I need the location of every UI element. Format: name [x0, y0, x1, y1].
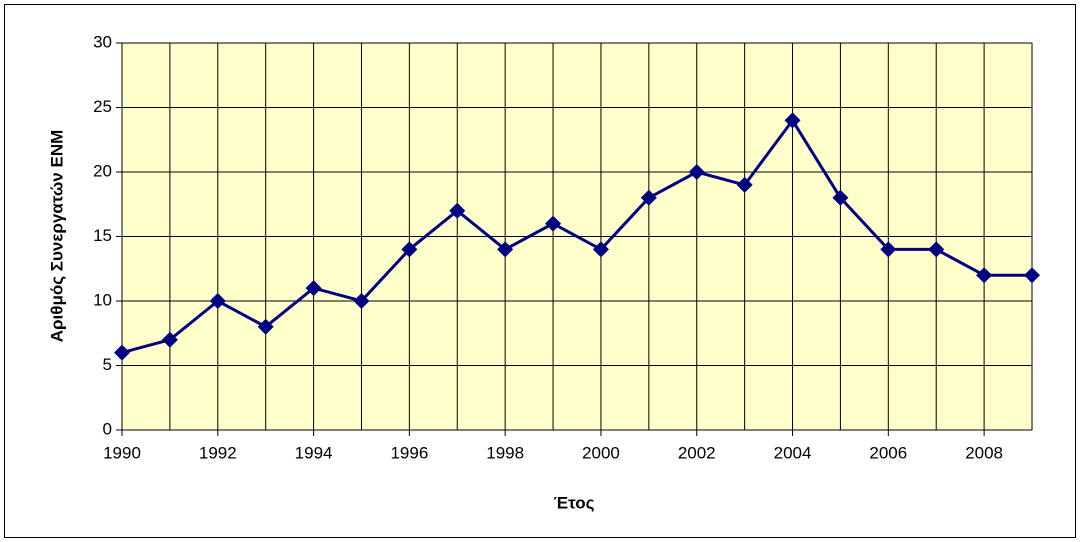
- data-point: [401, 241, 418, 258]
- data-point: [1024, 267, 1040, 284]
- y-tick-label: 10: [93, 290, 112, 309]
- data-point: [209, 293, 226, 309]
- data-point: [592, 241, 609, 258]
- x-tick-label: 2004: [774, 443, 812, 462]
- data-point: [449, 202, 466, 219]
- x-tick-label: 1996: [390, 443, 428, 462]
- y-tick-label: 0: [103, 419, 112, 438]
- y-tick-label: 15: [93, 226, 112, 245]
- x-tick-label: 1990: [103, 443, 141, 462]
- x-tick-label: 1994: [295, 443, 333, 462]
- data-point: [497, 241, 514, 258]
- data-point: [880, 241, 897, 258]
- data-point: [114, 344, 130, 361]
- y-tick-label: 20: [93, 161, 112, 180]
- x-tick-label: 2008: [965, 443, 1003, 462]
- data-point: [545, 215, 562, 232]
- data-line: [121, 117, 1032, 355]
- x-tick-label: 2002: [678, 443, 716, 462]
- data-point: [832, 189, 849, 206]
- x-tick-label: 1992: [199, 443, 237, 462]
- y-axis-label: Αριθμός Συνεργατών ΕΝΜ: [47, 130, 66, 343]
- x-tick-label: 2006: [869, 443, 907, 462]
- x-axis-label: Έτος: [554, 493, 595, 512]
- x-tick-label: 2000: [582, 443, 620, 462]
- y-tick-label: 30: [93, 32, 112, 51]
- data-point: [928, 241, 945, 258]
- y-tick-label: 5: [103, 355, 112, 374]
- data-point: [640, 189, 657, 206]
- data-point: [305, 280, 322, 297]
- data-point: [976, 267, 993, 284]
- data-point: [784, 112, 801, 129]
- data-point: [257, 318, 274, 335]
- y-tick-label: 25: [93, 97, 112, 116]
- x-tick-label: 1998: [486, 443, 524, 462]
- data-point: [161, 331, 178, 348]
- data-point: [688, 164, 705, 180]
- data-point: [353, 293, 370, 309]
- data-point: [736, 176, 753, 193]
